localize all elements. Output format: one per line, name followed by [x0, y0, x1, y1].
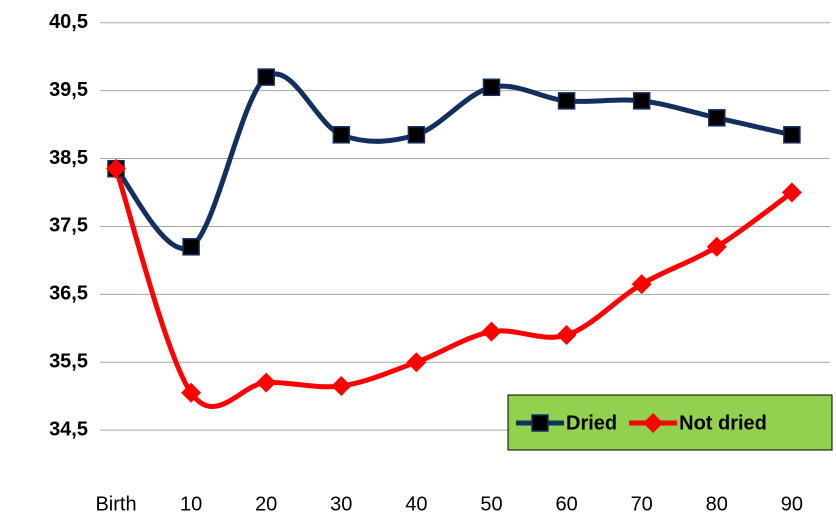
data-point: [557, 92, 576, 110]
y-tick-label: 36,5: [49, 283, 88, 305]
data-point: [631, 274, 652, 295]
y-tick-label: 38,5: [49, 147, 88, 169]
data-point: [706, 236, 727, 257]
x-tick-label: 30: [330, 493, 352, 515]
x-tick-label: 60: [555, 493, 577, 515]
data-point: [407, 126, 426, 144]
legend: Dried Not dried: [507, 394, 833, 451]
data-point: [481, 321, 502, 342]
x-tick-label: 80: [706, 493, 728, 515]
data-point: [331, 375, 352, 396]
x-tick-label: 40: [405, 493, 427, 515]
data-point: [106, 158, 126, 179]
data-point: [182, 238, 200, 256]
data-point: [783, 126, 801, 144]
data-point: [708, 109, 726, 127]
y-tick-label: 37,5: [49, 215, 88, 237]
x-tick-label: 90: [781, 493, 803, 515]
series-line: [114, 71, 793, 252]
series-line: [113, 167, 794, 409]
data-point: [632, 92, 651, 110]
x-tick-label: 50: [480, 493, 502, 515]
data-point: [556, 325, 577, 346]
x-tick-label: 10: [180, 493, 202, 515]
y-tick-label: 40,5: [49, 11, 88, 33]
data-point: [781, 182, 802, 203]
y-tick-label: 35,5: [49, 350, 88, 372]
x-tick-label: 20: [255, 493, 277, 515]
data-point: [257, 68, 275, 86]
y-tick-label: 34,5: [49, 418, 88, 440]
legend-label: Dried: [566, 412, 617, 434]
x-tick-label: 70: [631, 493, 653, 515]
y-tick-label: 39,5: [49, 79, 88, 101]
data-point: [332, 126, 351, 144]
legend-marker: [643, 413, 664, 433]
data-point: [406, 352, 427, 373]
legend-marker: [531, 414, 549, 432]
x-tick-label: Birth: [95, 493, 136, 515]
data-point: [256, 372, 277, 393]
data-point: [181, 382, 202, 403]
legend-label: Not dried: [679, 412, 767, 434]
data-point: [482, 78, 501, 97]
